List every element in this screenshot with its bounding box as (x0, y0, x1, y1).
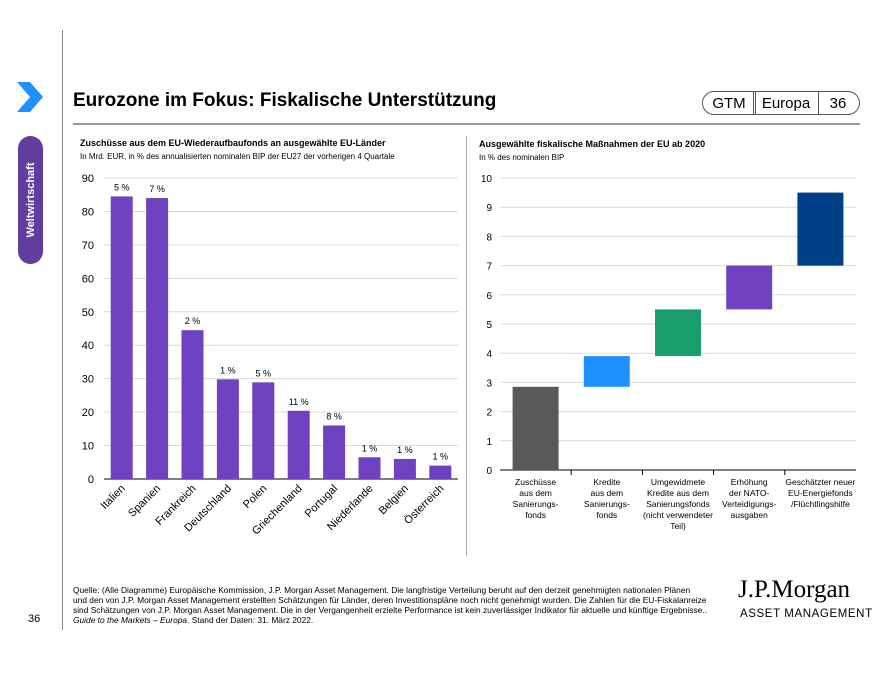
data-date: . Stand der Daten: 31. März 2022. (187, 615, 314, 625)
bar (146, 198, 169, 480)
right-chart-title: Ausgewählte fiskalische Maßnahmen der EU… (479, 139, 706, 149)
waterfall-bar (655, 309, 701, 357)
data-label: 11 % (289, 397, 309, 407)
data-label: 1 % (362, 443, 378, 453)
y-tick-label: 60 (82, 273, 94, 285)
x-tick-label-line: aus dem (519, 488, 552, 498)
bar (181, 330, 204, 479)
y-tick-label: 3 (486, 378, 492, 389)
bar (429, 465, 452, 479)
section-tab-weltwirtschaft[interactable]: Weltwirtschaft (18, 136, 43, 264)
x-tick-label-line: Erhöhung (731, 477, 768, 487)
y-tick-label: 10 (481, 174, 493, 185)
title-underline (73, 123, 860, 125)
x-tick-label-line: Verteidigungs- (722, 499, 777, 509)
y-tick-label: 8 (486, 232, 492, 243)
data-label: 7 % (149, 184, 165, 194)
y-tick-label: 0 (88, 474, 94, 486)
bar (323, 425, 346, 479)
x-tick-label-line: der NATO- (729, 488, 769, 498)
footer-page-number: 36 (28, 613, 41, 625)
x-tick-label-line: /Flüchtlingshilfe (791, 499, 850, 509)
x-tick-label-line: (nicht verwendeter (643, 510, 713, 520)
x-tick-label-line: Teil) (670, 521, 686, 531)
x-tick-label-line: ausgaben (731, 510, 769, 520)
page-title: Eurozone im Fokus: Fiskalische Unterstüt… (73, 90, 497, 111)
x-tick-label-line: Sanierungs- (513, 499, 559, 509)
source-note: Quelle: (Alle Diagramme) Europäische Kom… (73, 585, 723, 625)
y-tick-label: 6 (486, 291, 492, 302)
x-tick-label-line: Sanierungsfonds (646, 499, 710, 509)
bar (216, 379, 239, 479)
badge-page-number: 36 (817, 91, 860, 115)
chart-divider (466, 136, 467, 556)
y-tick-label: 50 (82, 307, 94, 319)
y-tick-label: 7 (486, 262, 492, 273)
data-label: 2 % (185, 316, 201, 326)
left-margin-rule (62, 30, 63, 630)
source-line-1: Quelle: (Alle Diagramme) Europäische Kom… (73, 585, 691, 595)
source-line-4: Guide to the Markets – Europa. Stand der… (73, 615, 723, 625)
data-label: 8 % (326, 411, 342, 421)
jpmorgan-logo: J.P.Morgan (738, 576, 851, 603)
x-tick-label-line: Umgewidmete (651, 477, 706, 487)
waterfall-bar (512, 386, 559, 470)
x-tick-label-line: Zuschüsse (515, 477, 556, 487)
right-chart-subtitle: In % des nominalen BIP (479, 153, 565, 162)
y-tick-label: 30 (82, 374, 94, 386)
x-tick-label-line: Sanierungs- (584, 499, 630, 509)
y-tick-label: 0 (486, 466, 492, 477)
data-label: 5 % (114, 182, 130, 192)
y-tick-label: 1 (486, 437, 492, 448)
y-tick-label: 20 (82, 407, 94, 419)
bar (393, 458, 416, 479)
x-tick-label-line: fonds (596, 510, 617, 520)
chevron-right-icon (17, 82, 43, 112)
waterfall-bar (726, 265, 773, 310)
source-line-3: sind Schätzungen von J.P. Morgan Asset M… (73, 605, 707, 615)
y-tick-label: 2 (486, 408, 492, 419)
y-tick-label: 80 (82, 206, 94, 218)
left-chart-title: Zuschüsse aus dem EU-Wiederaufbaufonds a… (80, 138, 386, 148)
y-tick-label: 10 (82, 441, 94, 453)
data-label: 1 % (433, 452, 449, 462)
y-tick-label: 40 (82, 340, 94, 352)
waterfall-bar (797, 192, 844, 266)
asset-management-logo: ASSET MANAGEMENT (740, 608, 873, 620)
badge-gtm: GTM (702, 91, 756, 115)
left-chart-subtitle: In Mrd. EUR, in % des annualisierten nom… (80, 152, 395, 161)
x-tick-label-line: fonds (525, 510, 546, 520)
bar (110, 196, 133, 479)
x-tick-label-line: Geschätzter neuer (785, 477, 855, 487)
x-tick-label: Umgewidmete Kredite aus dem Sanierungsfond… (643, 477, 713, 531)
x-tick-label: Geschätzter neuer EU-Energiefonds/Flüchtl… (785, 477, 855, 509)
y-tick-label: 4 (486, 349, 492, 360)
y-tick-label: 9 (486, 203, 492, 214)
x-tick-label-line: EU-Energiefonds (788, 488, 853, 498)
guide-title: Guide to the Markets – Europa (73, 615, 188, 625)
bar (287, 410, 310, 479)
data-label: 5 % (256, 368, 272, 378)
bar (252, 382, 275, 479)
x-tick-label: Kredite aus dem Sanierungs-fonds (584, 477, 630, 520)
x-tick-label-line: Kredite (593, 477, 620, 487)
data-label: 1 % (220, 365, 236, 375)
x-tick-label: Erhöhung der NATO-Verteidigungs-ausgaben (722, 477, 777, 520)
source-line-2: und den von J.P. Morgan Asset Management… (73, 595, 707, 605)
y-tick-label: 90 (82, 173, 94, 185)
x-tick-label-line: aus dem (590, 488, 623, 498)
x-tick-label: Zuschüsse aus dem Sanierungs-fonds (513, 477, 559, 520)
data-label: 1 % (397, 445, 413, 455)
waterfall-bar (583, 356, 630, 387)
bar (358, 457, 381, 479)
x-tick-label-line: Kredite aus dem (647, 488, 709, 498)
y-tick-label: 5 (486, 320, 492, 331)
y-tick-label: 70 (82, 240, 94, 252)
